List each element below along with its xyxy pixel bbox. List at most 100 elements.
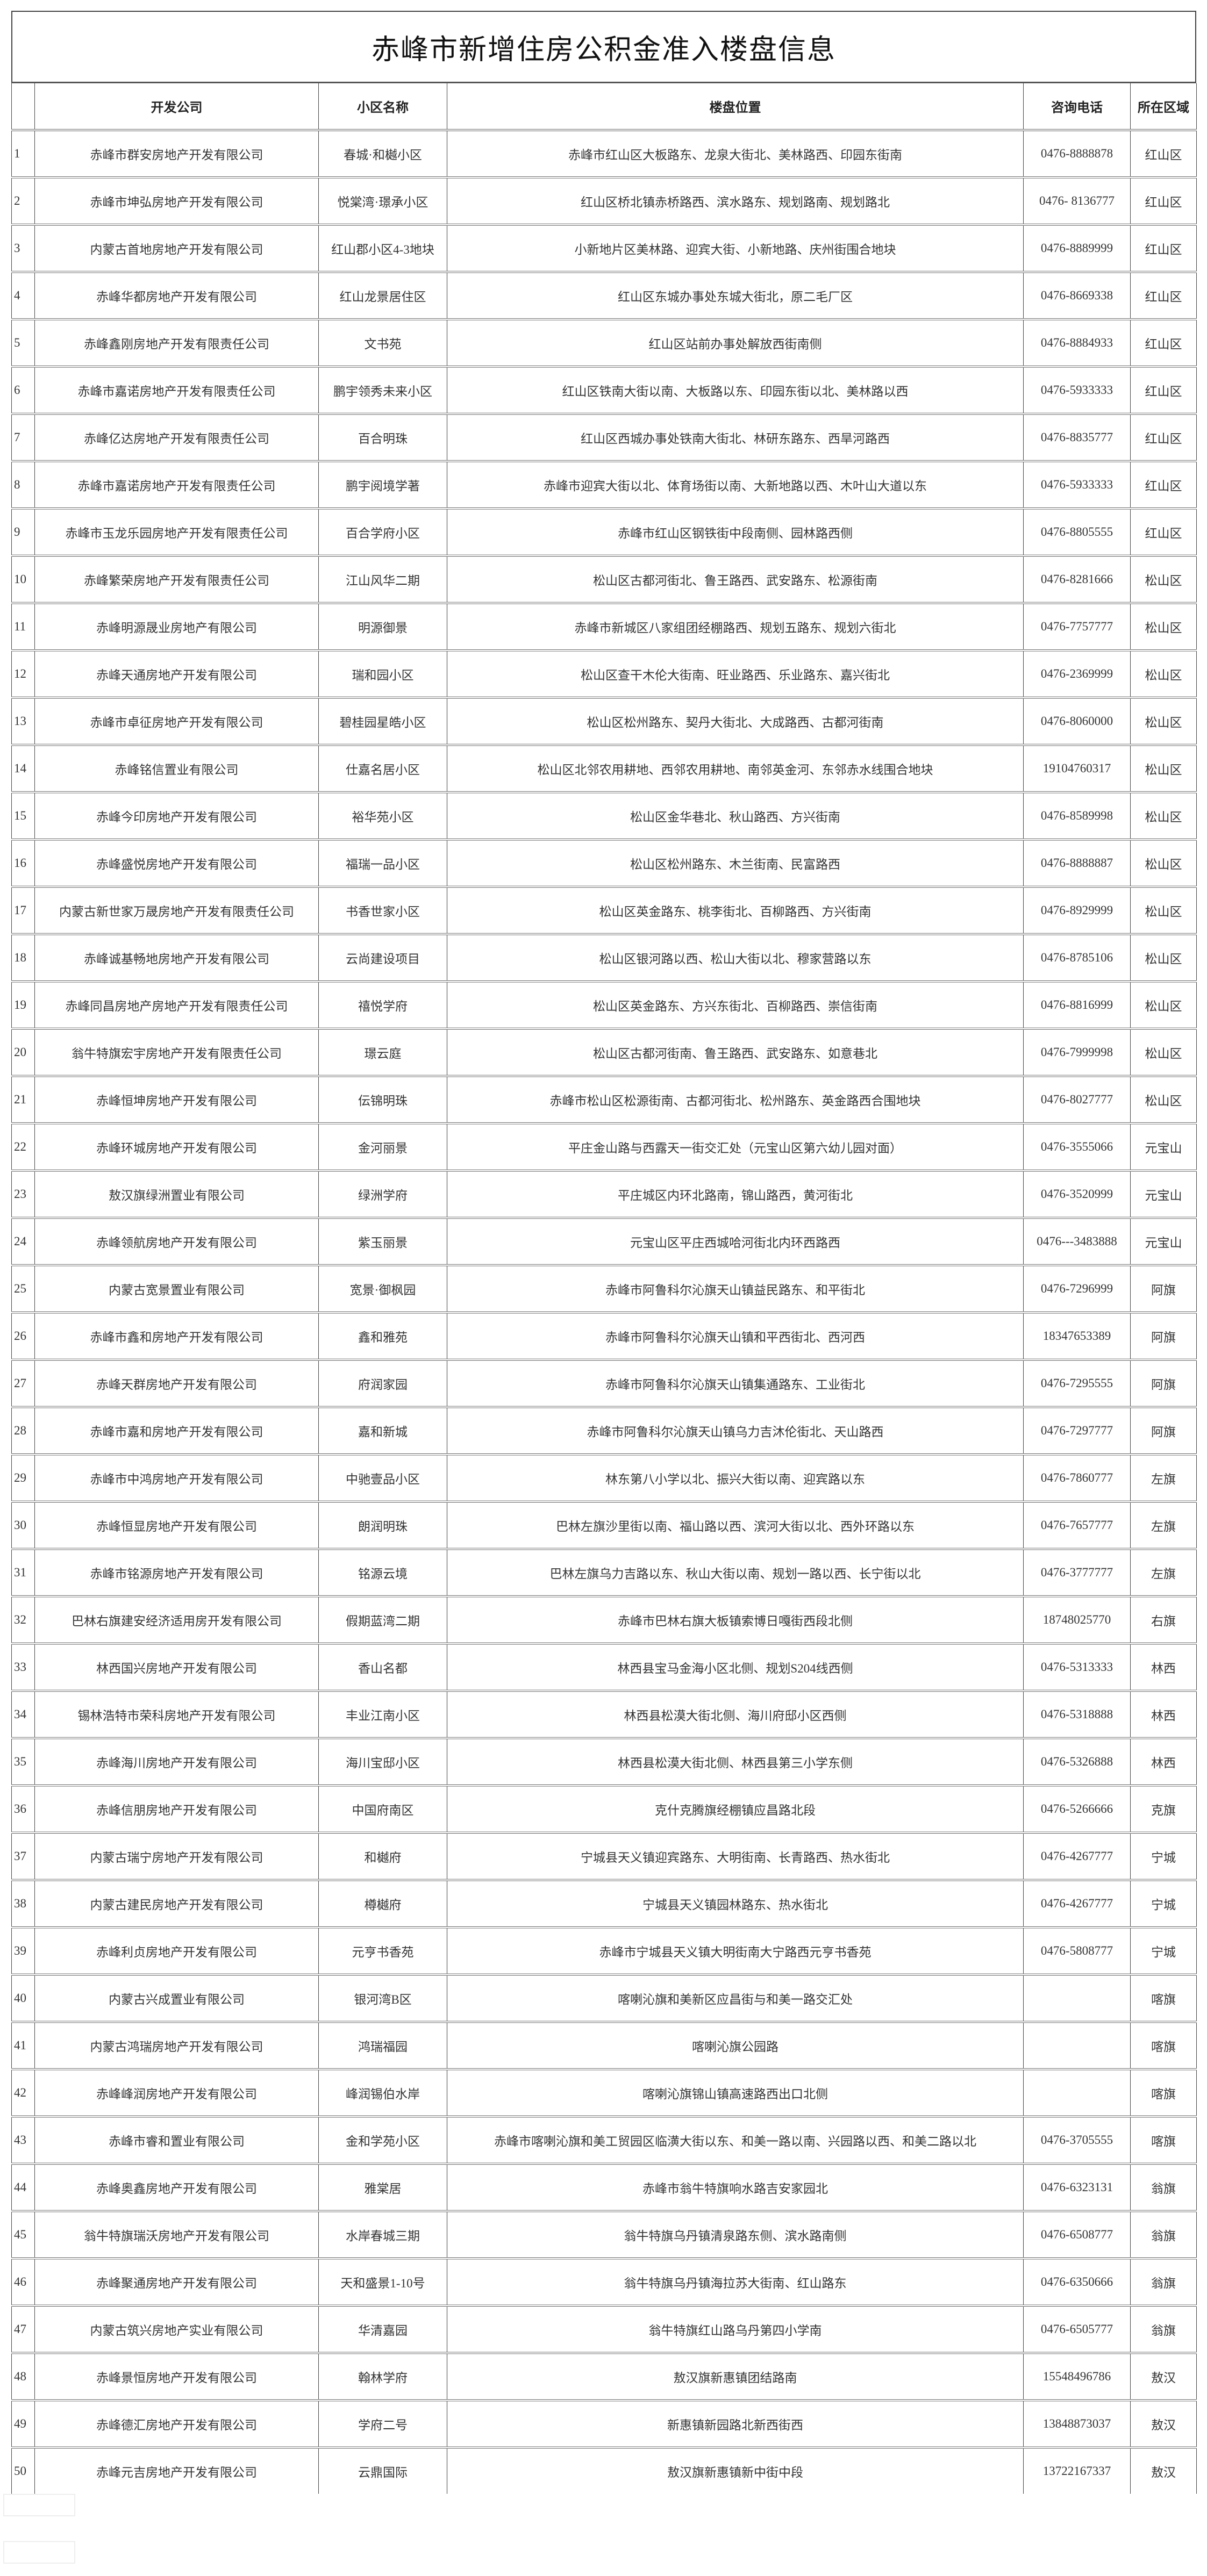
cell-community: 银河湾B区	[318, 1975, 447, 2023]
cell-community: 明源御景	[318, 603, 447, 651]
cell-location: 红山区站前办事处解放西街南侧	[447, 319, 1024, 368]
cell-location: 赤峰市新城区八家组团经棚路西、规划五路东、规划六街北	[447, 603, 1024, 651]
housing-table: 开发公司 小区名称 楼盘位置 咨询电话 所在区域 1 赤峰市群安房地产开发有限公司…	[11, 83, 1197, 2494]
cell-region: 喀旗	[1130, 2022, 1197, 2070]
cell-region: 红山区	[1130, 414, 1197, 462]
cell-index: 16	[11, 839, 35, 888]
table-row: 49 赤峰德汇房地产开发有限公司 学府二号 新惠镇新园路北新西街西 1384887303…	[11, 2400, 1197, 2449]
table-row: 35 赤峰海川房地产开发有限公司 海川宝邸小区 林西县松漠大街北侧、林西县第三小学东侧…	[11, 1738, 1197, 1786]
cell-company: 内蒙古兴成置业有限公司	[34, 1975, 319, 2023]
cell-region: 左旗	[1130, 1454, 1197, 1503]
cell-region: 松山区	[1130, 1029, 1197, 1077]
cell-company: 赤峰繁荣房地产开发有限责任公司	[34, 556, 319, 604]
cell-region: 红山区	[1130, 508, 1197, 557]
cell-region: 元宝山	[1130, 1218, 1197, 1266]
cell-community: 鹏宇阅境学著	[318, 461, 447, 510]
cell-region: 元宝山	[1130, 1123, 1197, 1172]
cell-index: 48	[11, 2353, 35, 2401]
cell-phone: 0476-5313333	[1023, 1644, 1131, 1692]
cell-phone: 0476-8888878	[1023, 130, 1131, 178]
table-row: 33 林西国兴房地产开发有限公司 香山名都 林西县宝马金海小区北侧、规划S204线西侧…	[11, 1644, 1197, 1692]
table-row: 43 赤峰市睿和置业有限公司 金和学苑小区 赤峰市喀喇沁旗和美工贸园区临潢大街以东、和…	[11, 2116, 1197, 2165]
cell-phone: 0476-8060000	[1023, 698, 1131, 746]
cell-community: 樽樾府	[318, 1880, 447, 1928]
cell-index: 10	[11, 556, 35, 604]
cell-company: 赤峰盛悦房地产开发有限公司	[34, 839, 319, 888]
cell-location: 宁城县天义镇园林路东、热水街北	[447, 1880, 1024, 1928]
table-row: 47 内蒙古筑兴房地产实业有限公司 华清嘉园 翁牛特旗红山路乌丹第四小学南 0476-6…	[11, 2306, 1197, 2354]
cell-index: 4	[11, 272, 35, 320]
cell-location: 喀喇沁旗和美新区应昌街与和美一路交汇处	[447, 1975, 1024, 2023]
page-title: 赤峰市新增住房公积金准入楼盘信息	[371, 34, 836, 66]
table-row: 26 赤峰市鑫和房地产开发有限公司 鑫和雅苑 赤峰市阿鲁科尔沁旗天山镇和平西街北、西河…	[11, 1312, 1197, 1361]
cell-company: 赤峰亿达房地产开发有限责任公司	[34, 414, 319, 462]
cell-company: 赤峰诚基畅地房地产开发有限公司	[34, 934, 319, 982]
cell-region: 敖汉	[1130, 2400, 1197, 2449]
cell-phone: 0476-7295555	[1023, 1360, 1131, 1408]
table-row: 15 赤峰今印房地产开发有限公司 裕华苑小区 松山区金华巷北、秋山路西、方兴街南 047…	[11, 792, 1197, 841]
cell-region: 松山区	[1130, 1076, 1197, 1124]
table-body: 1 赤峰市群安房地产开发有限公司 春城·和樾小区 赤峰市红山区大板路东、龙泉大街北、美…	[11, 130, 1197, 2494]
cell-region: 松山区	[1130, 792, 1197, 841]
cell-phone: 0476-8889999	[1023, 225, 1131, 273]
cell-phone: 18748025770	[1023, 1596, 1131, 1645]
cell-region: 元宝山	[1130, 1171, 1197, 1219]
cell-location: 松山区松州路东、契丹大街北、大成路西、古都河街南	[447, 698, 1024, 746]
cell-phone: 0476-8669338	[1023, 272, 1131, 320]
table-row: 45 翁牛特旗瑞沃房地产开发有限公司 水岸春城三期 翁牛特旗乌丹镇清泉路东侧、滨水路南…	[11, 2211, 1197, 2259]
cell-location: 红山区东城办事处东城大街北，原二毛厂区	[447, 272, 1024, 320]
cell-phone: 19104760317	[1023, 745, 1131, 793]
cell-index: 21	[11, 1076, 35, 1124]
cell-phone: 0476-3555066	[1023, 1123, 1131, 1172]
cell-company: 敖汉旗绿洲置业有限公司	[34, 1171, 319, 1219]
cell-location: 赤峰市红山区钢铁街中段南侧、园林路西侧	[447, 508, 1024, 557]
cell-community: 嘉和新城	[318, 1407, 447, 1455]
cell-phone: 0476-8835777	[1023, 414, 1131, 462]
table-row: 36 赤峰信朋房地产开发有限公司 中国府南区 克什克腾旗经棚镇应昌路北段 0476-52…	[11, 1785, 1197, 1834]
cell-location: 喀喇沁旗公园路	[447, 2022, 1024, 2070]
cell-index: 46	[11, 2258, 35, 2307]
cell-community: 百合明珠	[318, 414, 447, 462]
cell-company: 赤峰领航房地产开发有限公司	[34, 1218, 319, 1266]
cell-phone: 0476-6350666	[1023, 2258, 1131, 2307]
cell-community: 宽景·御枫园	[318, 1265, 447, 1314]
cell-community: 福瑞一品小区	[318, 839, 447, 888]
cell-company: 赤峰恒坤房地产开发有限公司	[34, 1076, 319, 1124]
cell-location: 赤峰市迎宾大街以北、体育场街以南、大新地路以西、木叶山大道以东	[447, 461, 1024, 510]
cell-community: 悦棠湾·璟承小区	[318, 177, 447, 226]
cell-community: 假期蓝湾二期	[318, 1596, 447, 1645]
cell-company: 赤峰奥鑫房地产开发有限公司	[34, 2164, 319, 2212]
header-row: 开发公司 小区名称 楼盘位置 咨询电话 所在区域	[11, 83, 1197, 131]
cell-company: 翁牛特旗宏宇房地产开发有限责任公司	[34, 1029, 319, 1077]
cell-location: 林西县松漠大街北侧、林西县第三小学东侧	[447, 1738, 1024, 1786]
cell-region: 红山区	[1130, 225, 1197, 273]
table-row: 12 赤峰天通房地产开发有限公司 瑞和园小区 松山区查干木伦大街南、旺业路西、乐业路东…	[11, 650, 1197, 699]
cell-index: 9	[11, 508, 35, 557]
cell-phone: 0476-3520999	[1023, 1171, 1131, 1219]
header-company: 开发公司	[34, 83, 319, 131]
table-row: 2 赤峰市坤弘房地产开发有限公司 悦棠湾·璟承小区 红山区桥北镇赤桥路西、滨水路东、规…	[11, 177, 1197, 226]
cell-company: 锡林浩特市荣科房地产开发有限公司	[34, 1691, 319, 1739]
cell-location: 松山区松州路东、木兰街南、民富路西	[447, 839, 1024, 888]
cell-region: 松山区	[1130, 887, 1197, 935]
cell-location: 敖汉旗新惠镇团结路南	[447, 2353, 1024, 2401]
cell-region: 松山区	[1130, 603, 1197, 651]
cell-index: 8	[11, 461, 35, 510]
cell-phone: 0476-5318888	[1023, 1691, 1131, 1739]
cell-company: 赤峰元吉房地产开发有限公司	[34, 2448, 319, 2494]
cell-phone: 0476-5326888	[1023, 1738, 1131, 1786]
header-region: 所在区域	[1130, 83, 1197, 131]
cell-phone: 0476-7297777	[1023, 1407, 1131, 1455]
cell-community: 和樾府	[318, 1833, 447, 1881]
cell-company: 赤峰恒显房地产开发有限公司	[34, 1502, 319, 1550]
cell-region: 右旗	[1130, 1596, 1197, 1645]
cell-community: 紫玉丽景	[318, 1218, 447, 1266]
cell-company: 内蒙古首地房地产开发有限公司	[34, 225, 319, 273]
table-row: 5 赤峰鑫刚房地产开发有限责任公司 文书苑 红山区站前办事处解放西街南侧 0476-88…	[11, 319, 1197, 368]
cell-phone: 0476-5933333	[1023, 461, 1131, 510]
cell-region: 克旗	[1130, 1785, 1197, 1834]
cell-location: 克什克腾旗经棚镇应昌路北段	[447, 1785, 1024, 1834]
cell-region: 松山区	[1130, 556, 1197, 604]
cell-company: 赤峰峰润房地产开发有限公司	[34, 2069, 319, 2118]
cell-location: 林东第八小学以北、振兴大街以南、迎宾路以东	[447, 1454, 1024, 1503]
